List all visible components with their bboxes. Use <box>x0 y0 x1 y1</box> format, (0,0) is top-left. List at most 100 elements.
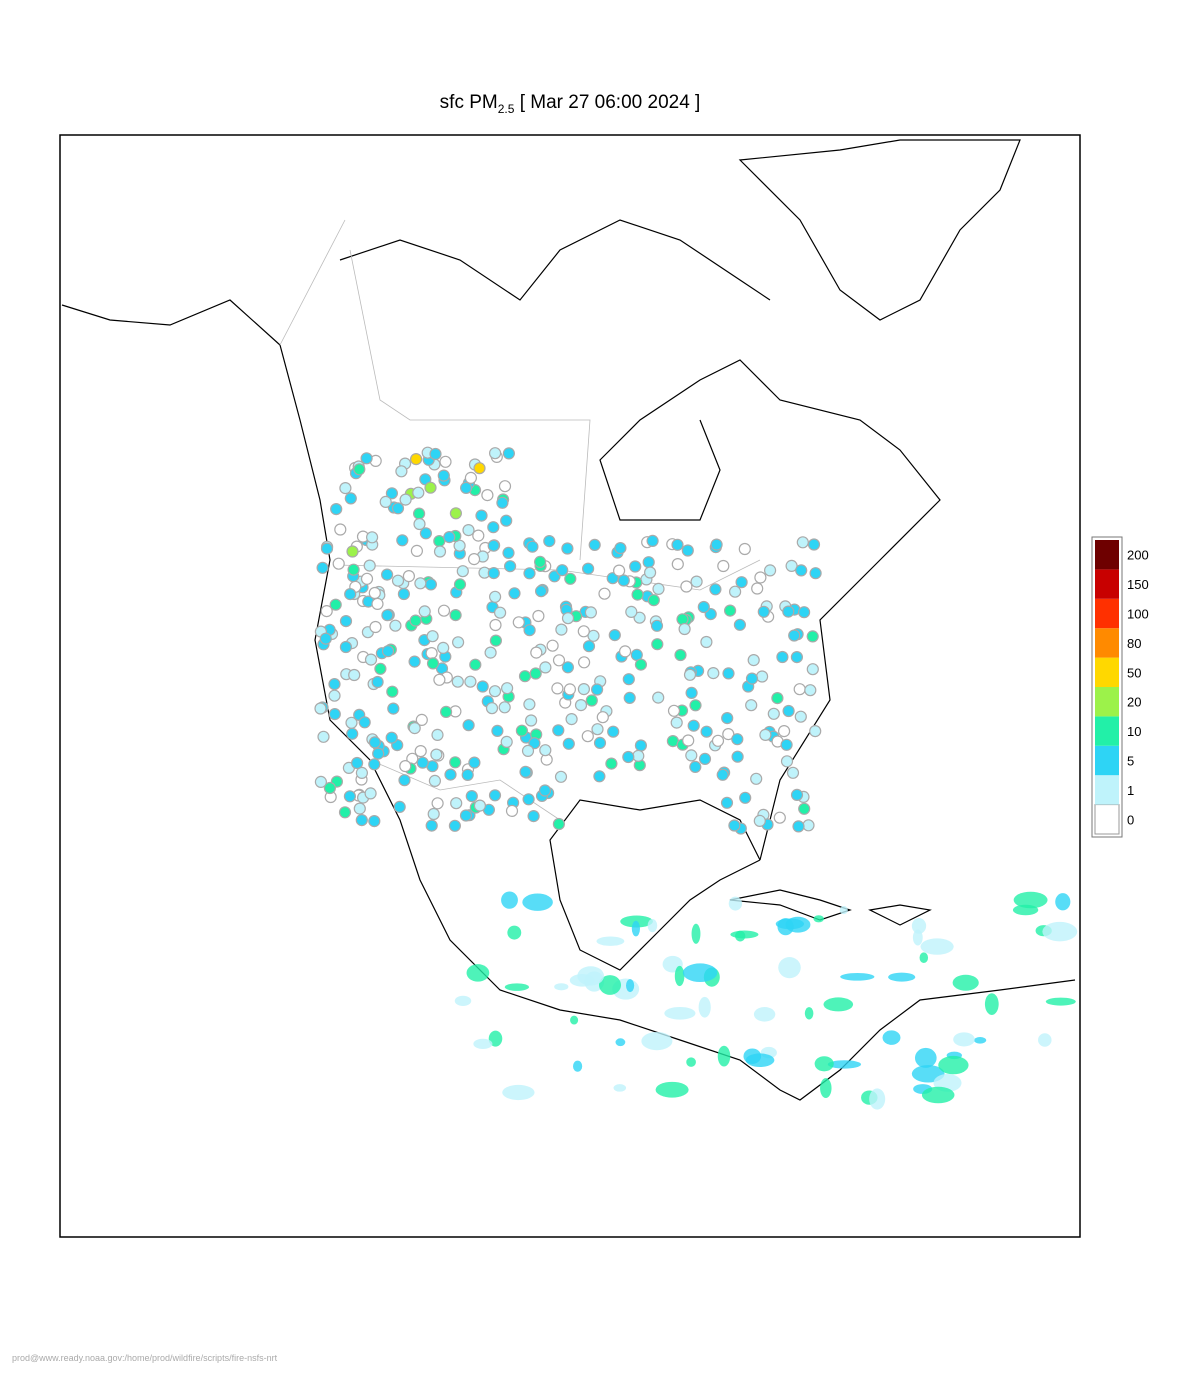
station <box>330 503 343 516</box>
title-suffix: [ Mar 27 06:00 2024 ] <box>514 92 700 113</box>
smoke-plume <box>839 906 848 915</box>
station <box>500 514 513 527</box>
station <box>475 509 488 522</box>
station <box>634 739 648 752</box>
station <box>584 606 598 619</box>
station <box>794 710 807 723</box>
station <box>581 730 594 743</box>
station <box>530 646 543 659</box>
station <box>512 616 525 629</box>
station <box>720 796 734 809</box>
station <box>739 791 752 804</box>
legend: 0 1 5 10 20 50 80 100 150 200 <box>1091 536 1149 838</box>
smoke-plume <box>921 1086 955 1104</box>
legend-swatch <box>1095 657 1119 687</box>
station <box>773 811 786 824</box>
station <box>430 748 443 761</box>
station <box>522 793 535 806</box>
smoke-plume <box>596 936 625 946</box>
station <box>440 705 453 719</box>
station <box>387 702 400 715</box>
smoke-plume <box>473 1038 493 1050</box>
smoke-plume <box>952 974 979 991</box>
legend-label: 1 <box>1127 783 1134 798</box>
smoke-plume <box>522 893 553 911</box>
station <box>343 790 356 803</box>
station <box>461 768 474 782</box>
station <box>500 735 513 749</box>
station <box>459 809 473 822</box>
station <box>433 545 447 558</box>
station <box>711 734 725 747</box>
station <box>498 480 512 493</box>
station <box>685 686 698 700</box>
station <box>314 702 327 715</box>
station <box>539 661 552 674</box>
smoke-plume <box>501 891 518 909</box>
station <box>680 580 693 593</box>
station <box>728 819 741 832</box>
station <box>574 698 588 712</box>
station <box>371 675 384 689</box>
smoke-plume <box>813 915 824 923</box>
legend-swatch <box>1095 775 1119 805</box>
station <box>755 670 769 683</box>
station <box>355 813 368 827</box>
station <box>408 655 421 668</box>
station <box>745 672 759 685</box>
station <box>776 650 789 664</box>
coastline <box>549 799 761 971</box>
station <box>381 568 394 581</box>
station <box>329 598 342 611</box>
station <box>533 555 547 569</box>
station <box>437 604 451 617</box>
station <box>721 711 734 725</box>
station <box>450 797 463 810</box>
station <box>368 758 381 771</box>
station <box>709 583 722 596</box>
smoke-plume <box>730 930 759 939</box>
station <box>413 517 426 531</box>
station <box>809 724 822 738</box>
station <box>806 630 819 643</box>
station <box>487 566 500 580</box>
smoke-plume <box>869 1088 886 1110</box>
station <box>320 604 333 618</box>
station <box>591 723 604 736</box>
smoke-plume <box>598 975 622 995</box>
station <box>413 507 426 520</box>
legend-label: 100 <box>1127 607 1149 622</box>
station <box>723 604 737 617</box>
station <box>427 807 440 821</box>
station <box>605 757 618 770</box>
smoke-plume <box>504 983 530 991</box>
smoke-plume <box>914 1047 937 1068</box>
station <box>485 702 499 715</box>
station <box>747 653 760 667</box>
station <box>487 521 500 534</box>
station <box>528 737 541 750</box>
station <box>676 613 689 626</box>
station <box>690 575 703 588</box>
station <box>806 663 819 676</box>
station <box>462 719 475 732</box>
station <box>780 738 793 751</box>
station <box>366 531 379 544</box>
station <box>501 682 514 695</box>
station <box>670 716 683 729</box>
station <box>414 577 427 590</box>
station <box>439 455 452 468</box>
station <box>381 609 394 622</box>
station <box>689 760 702 774</box>
station <box>473 462 486 475</box>
station <box>323 781 336 795</box>
station <box>802 819 815 832</box>
legend-swatch <box>1095 598 1119 629</box>
smoke-plume <box>554 983 569 991</box>
station <box>448 819 461 832</box>
station <box>364 787 377 800</box>
smoke-plume <box>938 1055 969 1075</box>
station <box>753 814 766 828</box>
legend-label: 50 <box>1127 665 1141 680</box>
smoke-plume <box>502 1084 535 1101</box>
